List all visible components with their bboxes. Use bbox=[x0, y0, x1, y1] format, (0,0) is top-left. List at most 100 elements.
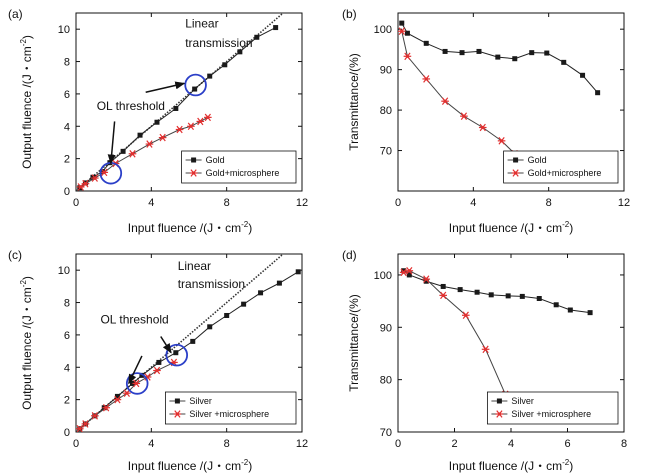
data-point bbox=[102, 403, 110, 412]
y-tick-label: 4 bbox=[64, 121, 70, 133]
y-tick-label: 80 bbox=[380, 375, 392, 387]
legend-entry: Silver +microsphere bbox=[189, 409, 269, 419]
data-point bbox=[399, 20, 405, 26]
x-axis-label: Input fluence /(J・cm-2) bbox=[449, 458, 574, 473]
data-point bbox=[398, 27, 406, 35]
legend-marker bbox=[511, 169, 520, 177]
y-axis: 70 80 90 100 bbox=[374, 270, 624, 439]
legend-entry: Silver bbox=[511, 396, 534, 406]
data-point bbox=[76, 183, 85, 191]
legend-entry: Gold+microsphere bbox=[206, 168, 280, 178]
x-tick-label: 8 bbox=[224, 197, 230, 209]
data-point bbox=[276, 280, 282, 286]
y-tick-label: 90 bbox=[380, 322, 392, 334]
data-point bbox=[481, 345, 490, 354]
plot-area bbox=[398, 20, 601, 173]
data-point bbox=[440, 283, 446, 289]
y-tick-label: 6 bbox=[64, 89, 70, 101]
panel-label: (d) bbox=[342, 248, 357, 262]
series-microsphere bbox=[399, 266, 510, 399]
data-point bbox=[99, 169, 105, 175]
y-axis-label: Transmittance/(%) bbox=[347, 53, 361, 151]
data-point bbox=[497, 137, 506, 145]
series-microsphere bbox=[76, 113, 212, 191]
y-tick-label: 0 bbox=[64, 186, 70, 198]
data-point bbox=[156, 359, 162, 365]
data-point bbox=[406, 272, 412, 278]
y-tick-label: 8 bbox=[64, 298, 70, 310]
data-point bbox=[114, 393, 120, 399]
panel-b: (b) 0 4 8 12 70 80 90 100 Input fluence /(J・cm-2)… bbox=[342, 7, 630, 235]
legend: Silver Silver +microsphere bbox=[164, 391, 297, 425]
plot-frame bbox=[75, 12, 303, 192]
data-point bbox=[81, 420, 90, 428]
y-axis: 70 80 90 100 bbox=[374, 24, 624, 158]
legend-marker bbox=[513, 157, 519, 163]
y-tick-label: 100 bbox=[374, 270, 392, 282]
x-tick-label: 6 bbox=[564, 438, 570, 450]
annotation-arrow bbox=[107, 121, 116, 165]
data-point bbox=[295, 269, 301, 275]
plot-area bbox=[76, 13, 285, 191]
panel-label: (c) bbox=[8, 248, 22, 262]
y-tick-label: 4 bbox=[64, 362, 70, 374]
annotation-text: transmission bbox=[185, 36, 252, 50]
data-point bbox=[462, 311, 470, 320]
series-line bbox=[401, 31, 531, 170]
data-point bbox=[173, 350, 179, 356]
x-tick-label: 12 bbox=[296, 438, 308, 450]
series-line bbox=[403, 270, 591, 314]
legend: Silver Silver +microsphere bbox=[486, 391, 619, 425]
data-point bbox=[595, 90, 601, 96]
y-axis-label: Output fluence /(J・cm-2) bbox=[19, 276, 34, 410]
data-point bbox=[207, 73, 213, 79]
data-point bbox=[405, 266, 414, 275]
x-tick-label: 8 bbox=[621, 438, 627, 450]
annotation-text: transmission bbox=[178, 277, 245, 291]
data-point bbox=[207, 324, 213, 330]
data-point bbox=[544, 50, 550, 56]
x-tick-label: 8 bbox=[546, 197, 552, 209]
data-point bbox=[100, 168, 109, 177]
legend-marker bbox=[496, 398, 502, 404]
data-point bbox=[237, 49, 243, 55]
y-tick-label: 70 bbox=[380, 146, 392, 158]
data-point bbox=[476, 48, 482, 54]
data-point bbox=[123, 389, 131, 397]
data-point bbox=[258, 290, 264, 296]
y-axis-label: Output fluence /(J・cm-2) bbox=[19, 35, 34, 169]
legend-marker bbox=[173, 410, 182, 418]
y-tick-label: 70 bbox=[380, 427, 392, 439]
panel-label: (b) bbox=[342, 7, 357, 21]
plot-area bbox=[76, 254, 301, 432]
legend-entry: Gold bbox=[528, 155, 547, 165]
x-tick-label: 0 bbox=[395, 197, 401, 209]
data-point bbox=[273, 25, 279, 31]
y-axis: 0 2 4 6 8 10 bbox=[58, 265, 302, 439]
x-axis: 0 4 8 12 bbox=[73, 254, 308, 450]
data-point bbox=[403, 52, 412, 61]
data-point bbox=[158, 133, 167, 142]
data-point bbox=[561, 59, 567, 65]
x-tick-label: 4 bbox=[148, 438, 154, 450]
annotation-text: Linear bbox=[185, 17, 218, 31]
legend-marker bbox=[191, 157, 197, 163]
data-point bbox=[536, 296, 542, 301]
data-point bbox=[241, 301, 247, 307]
x-tick-label: 4 bbox=[470, 197, 476, 209]
data-point bbox=[145, 140, 154, 148]
plot-frame bbox=[397, 12, 625, 192]
plot-area bbox=[399, 266, 593, 399]
annotation-arrow bbox=[145, 81, 186, 94]
legend-marker bbox=[174, 398, 180, 404]
legend-marker bbox=[495, 410, 504, 418]
x-tick-label: 8 bbox=[224, 438, 230, 450]
annotation-arrow bbox=[128, 355, 143, 385]
y-tick-label: 0 bbox=[64, 427, 70, 439]
series-microsphere bbox=[398, 27, 534, 173]
data-point bbox=[137, 132, 143, 138]
series-line bbox=[403, 270, 506, 395]
data-point bbox=[76, 424, 84, 432]
data-point bbox=[441, 97, 449, 105]
y-tick-label: 8 bbox=[64, 57, 70, 69]
